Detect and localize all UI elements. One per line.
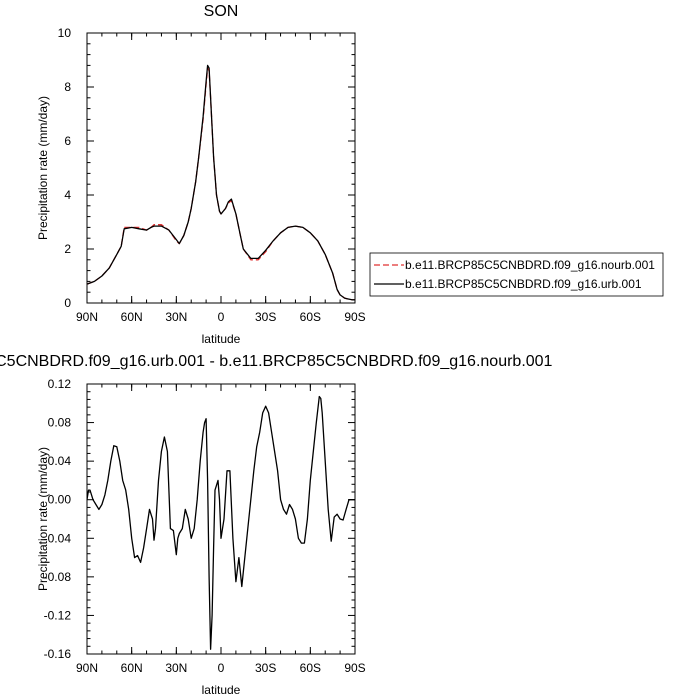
y-axis-label: Precipitation rate (mm/day) xyxy=(36,447,50,591)
series-line-1 xyxy=(87,395,355,650)
x-tick-label: 90S xyxy=(344,661,365,675)
x-tick-label: 0 xyxy=(218,310,225,324)
chart-title: b.e11.BRCP85C5CNBDRD.f09_g16.urb.001 - b… xyxy=(0,353,553,370)
chart-title: SON xyxy=(204,3,239,20)
x-axis-label: latitude xyxy=(202,332,241,346)
x-tick-label: 90S xyxy=(344,310,365,324)
y-tick-label: 4 xyxy=(64,188,71,202)
legend-box xyxy=(369,252,664,297)
x-tick-label: 90N xyxy=(76,661,98,675)
x-tick-label: 30S xyxy=(255,310,276,324)
y-tick-label: 0.04 xyxy=(48,454,72,468)
y-tick-label: 0.00 xyxy=(48,493,72,507)
x-tick-label: 90N xyxy=(76,310,98,324)
x-tick-label: 60N xyxy=(121,310,143,324)
legend-label: b.e11.BRCP85C5CNBDRD.f09_g16.urb.001 xyxy=(405,277,642,291)
plot-frame xyxy=(86,32,356,304)
plot-frame xyxy=(86,383,356,655)
y-tick-label: -0.12 xyxy=(44,608,72,622)
y-tick-label: 2 xyxy=(64,242,71,256)
x-tick-label: 30N xyxy=(165,661,187,675)
x-tick-label: 60S xyxy=(300,310,321,324)
x-tick-label: 60S xyxy=(300,661,321,675)
series-line-1 xyxy=(87,67,355,301)
x-tick-label: 0 xyxy=(218,661,225,675)
x-tick-label: 30N xyxy=(165,310,187,324)
y-tick-label: 0.12 xyxy=(48,377,72,391)
y-tick-label: -0.04 xyxy=(44,531,72,545)
x-tick-label: 60N xyxy=(121,661,143,675)
y-tick-label: 0.08 xyxy=(48,416,72,430)
y-tick-label: 10 xyxy=(58,26,72,40)
chart-panel-1: SON 90N 60N 30N 0 30S 60S 90S 0 2 4 6 8 10 latitude Pre… xyxy=(36,3,664,346)
x-tick-label: 30S xyxy=(255,661,276,675)
legend-label: b.e11.BRCP85C5CNBDRD.f09_g16.nourb.001 xyxy=(405,258,655,272)
y-tick-label: 6 xyxy=(64,134,71,148)
y-tick-label: 0 xyxy=(64,296,71,310)
x-axis-label: latitude xyxy=(202,683,241,697)
legend: b.e11.BRCP85C5CNBDRD.f09_g16.nourb.001 b.… xyxy=(369,252,664,297)
y-tick-label: -0.08 xyxy=(44,570,72,584)
y-axis-label: Precipitation rate (mm/day) xyxy=(36,96,50,240)
y-tick-label: -0.16 xyxy=(44,647,72,661)
chart-panel-2: b.e11.BRCP85C5CNBDRD.f09_g16.urb.001 - b… xyxy=(0,353,553,697)
y-tick-label: 8 xyxy=(64,80,71,94)
series-line-2 xyxy=(87,64,355,301)
